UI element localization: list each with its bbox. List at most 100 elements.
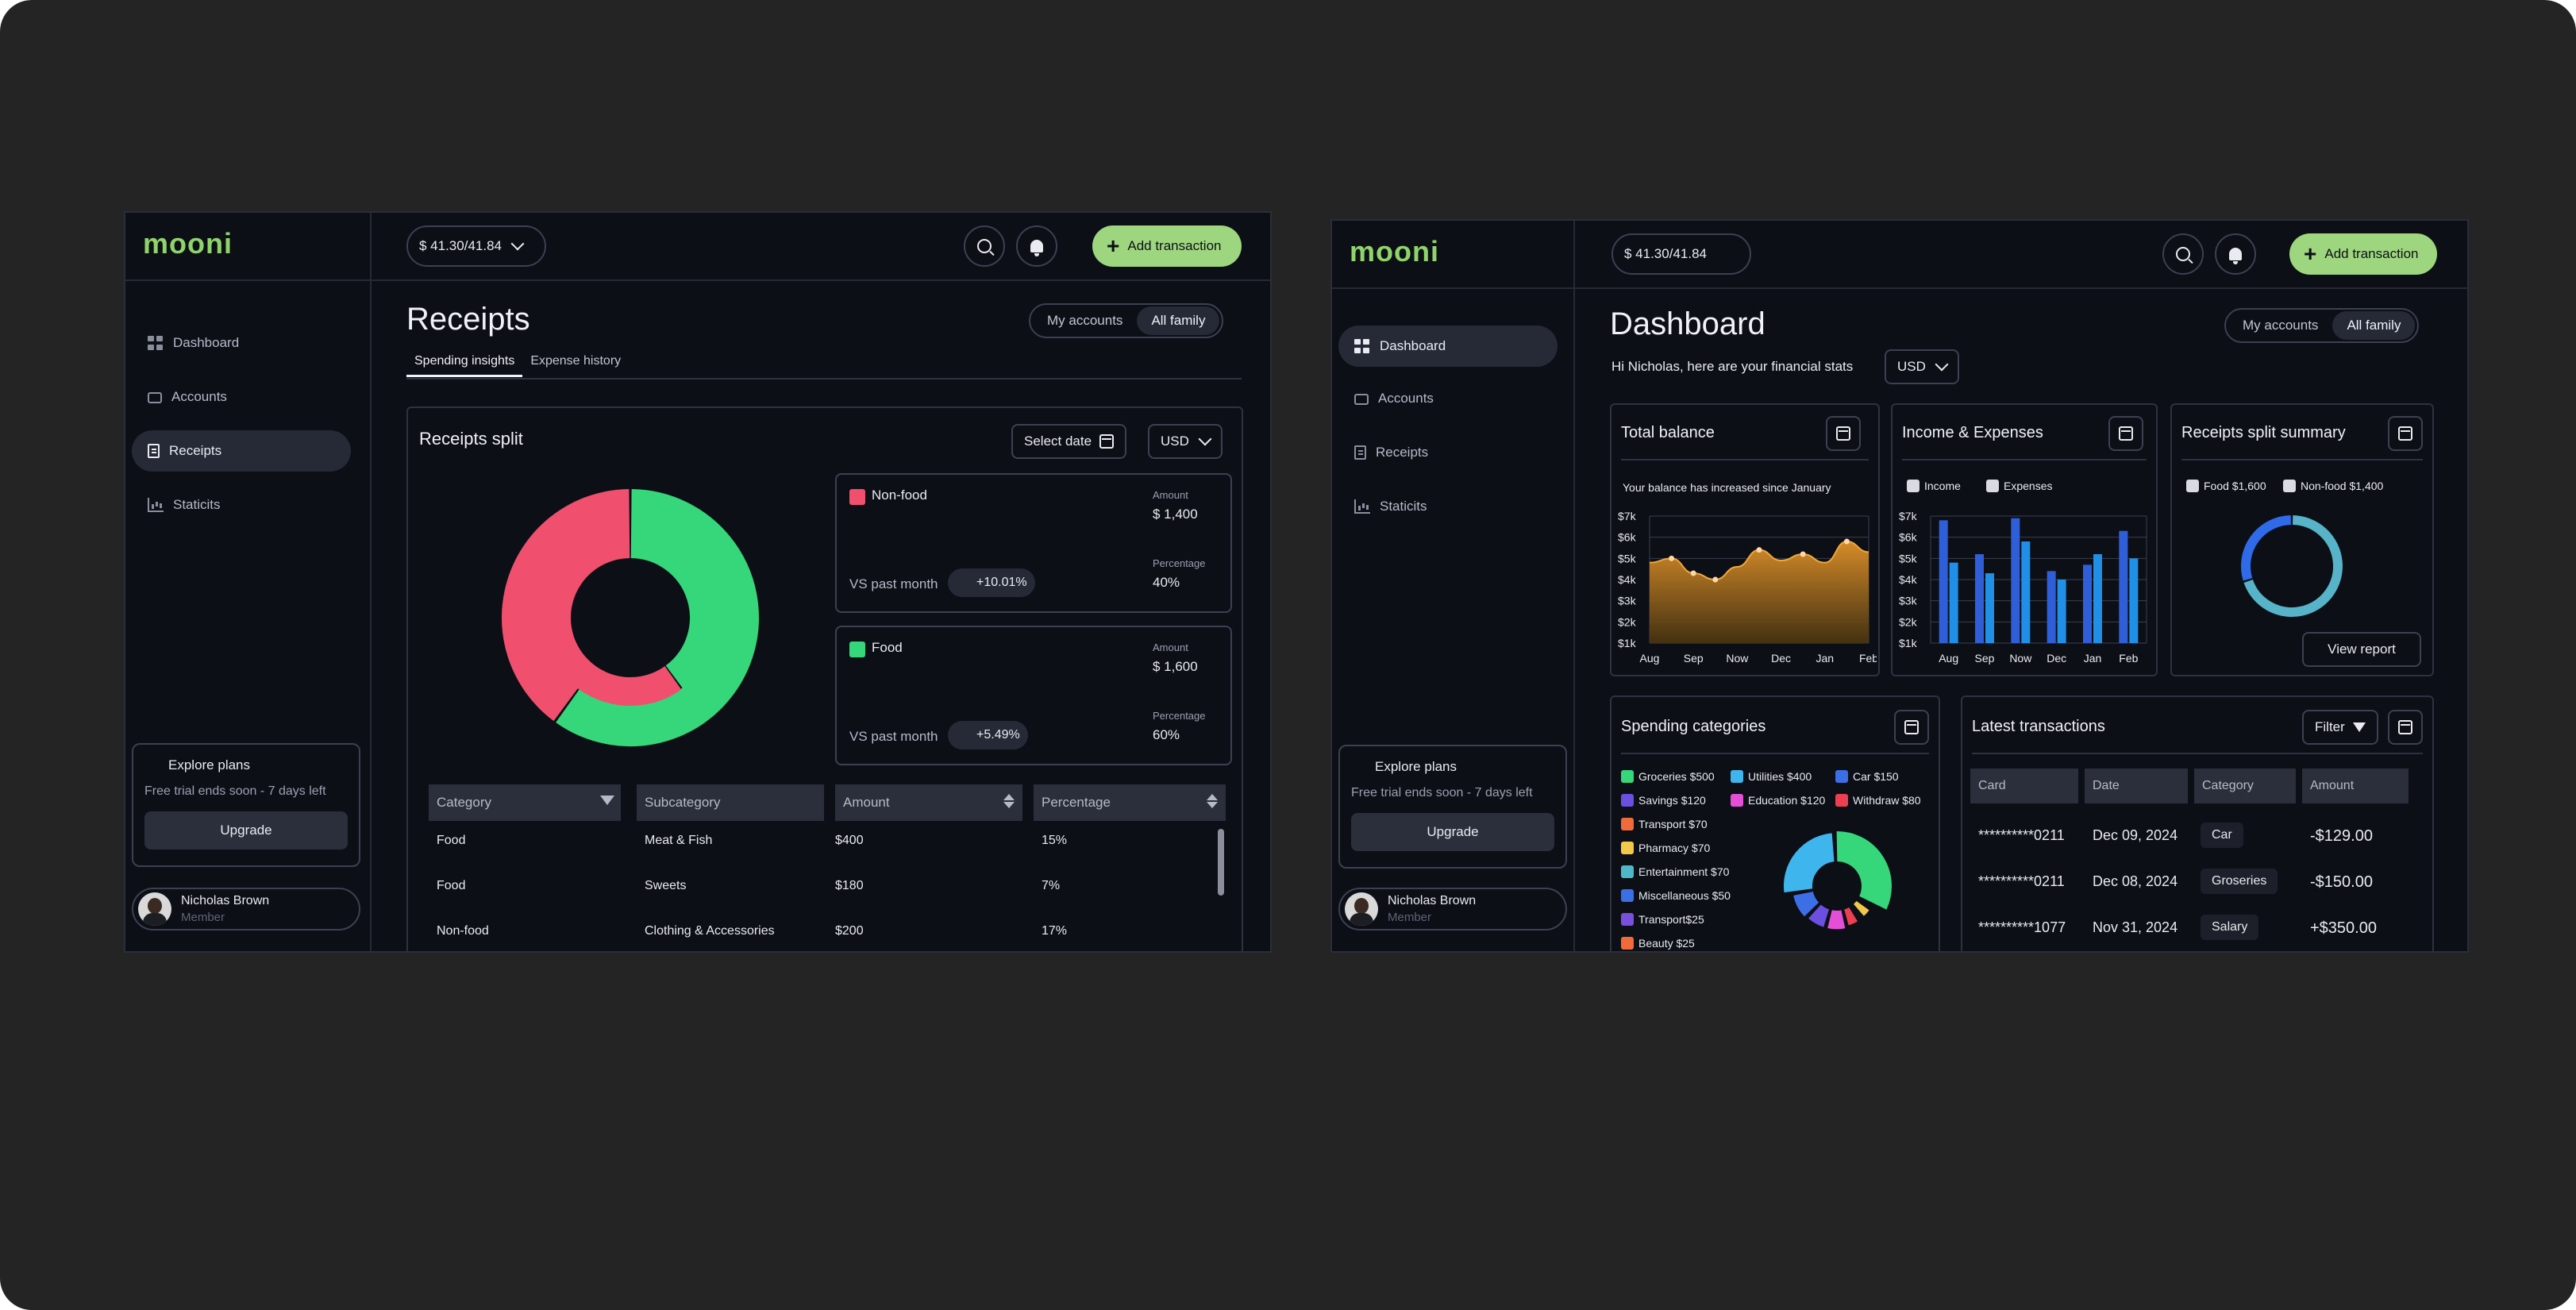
bell-icon <box>2229 248 2242 264</box>
table-row[interactable]: Food Sweets $180 7% <box>429 879 1215 911</box>
category-tag: Car <box>2201 823 2243 848</box>
sidebar-item-statistics[interactable]: Staticits <box>1338 486 1558 527</box>
table-row[interactable]: **********0211 Dec 08, 2024 Groseries -$150… <box>1970 869 2415 900</box>
bar-expenses[interactable] <box>2093 554 2102 643</box>
table-row[interactable]: Non-food Clothing & Accessories $200 17% <box>429 924 1215 951</box>
bar-income[interactable] <box>2083 564 2092 643</box>
bar-expenses[interactable] <box>1985 573 1994 643</box>
bar-income[interactable] <box>1939 520 1948 643</box>
data-point[interactable] <box>1756 547 1762 553</box>
currency-dropdown[interactable]: USD <box>1885 349 1959 384</box>
tab-spending-insights[interactable]: Spending insights <box>406 348 523 377</box>
calendar-button[interactable] <box>1826 416 1861 451</box>
sidebar-item-dashboard[interactable]: Dashboard <box>132 322 351 364</box>
tab-my-accounts[interactable]: My accounts <box>2243 318 2319 333</box>
data-point[interactable] <box>1669 555 1675 561</box>
bar-income[interactable] <box>2119 530 2128 643</box>
sort-icon[interactable] <box>1003 794 1015 808</box>
filter-button[interactable]: Filter <box>2302 710 2378 745</box>
slice-pharmacy[interactable] <box>1851 899 1871 919</box>
sidebar-item-receipts[interactable]: Receipts <box>132 430 351 472</box>
sort-icon[interactable] <box>1207 794 1218 808</box>
sidebar-item-dashboard[interactable]: Dashboard <box>1338 326 1558 367</box>
notifications-button[interactable] <box>1016 225 1057 267</box>
balance-display[interactable]: $ 41.30/41.84 <box>1611 233 1751 275</box>
data-point[interactable] <box>1690 570 1696 576</box>
column-header-amount[interactable]: Amount <box>835 784 1022 821</box>
bar-expenses[interactable] <box>1949 562 1958 643</box>
dashboard-screen: mooni Dashboard Accounts Receipts Static… <box>1330 219 2469 953</box>
slice-beauty[interactable] <box>1850 904 1861 918</box>
search-button[interactable] <box>2162 233 2204 275</box>
bar-income[interactable] <box>2011 518 2020 643</box>
plus-icon: + <box>1107 233 1120 258</box>
column-header-date[interactable]: Date <box>2085 769 2188 803</box>
bar-income[interactable] <box>2047 571 2056 643</box>
logo[interactable]: mooni <box>143 227 233 260</box>
add-transaction-button[interactable]: + Add transaction <box>2289 233 2437 275</box>
calendar-button[interactable] <box>2388 416 2423 451</box>
data-point[interactable] <box>1800 551 1806 557</box>
table-row[interactable]: Food Meat & Fish $400 15% <box>429 834 1215 865</box>
slice-withdraw[interactable] <box>1842 905 1860 927</box>
slice-groceries[interactable] <box>1835 830 1893 911</box>
user-role: Member <box>1388 911 1432 924</box>
column-header-category[interactable]: Category <box>2194 769 2296 803</box>
sidebar-item-receipts[interactable]: Receipts <box>1338 432 1558 473</box>
plan-title: Explore plans <box>1375 759 1457 774</box>
balance-dropdown[interactable]: $ 41.30/41.84 <box>406 225 546 267</box>
table-cell: Sweets <box>645 879 687 892</box>
bar-income[interactable] <box>1975 554 1984 643</box>
currency-dropdown[interactable]: USD <box>1148 424 1223 459</box>
view-report-button[interactable]: View report <box>2302 632 2421 667</box>
total-balance-chart: $1k $2k $3k $4k $5k $6k $7k Aug Sep Now Dec Jan Feb <box>1618 510 1877 665</box>
column-header-percentage[interactable]: Percentage <box>1034 784 1226 821</box>
calendar-button[interactable] <box>2388 710 2423 745</box>
plan-title: Explore plans <box>168 757 251 773</box>
sidebar-item-accounts[interactable]: Accounts <box>1338 378 1558 419</box>
tab-expense-history[interactable]: Expense history <box>530 354 622 368</box>
column-header-category[interactable]: Category <box>429 784 621 821</box>
slice-transport[interactable] <box>1856 896 1870 907</box>
vs-label: VS past month <box>849 576 938 591</box>
bar-expenses[interactable] <box>2057 580 2066 643</box>
tab-all-family[interactable]: All family <box>2332 311 2416 340</box>
data-point[interactable] <box>1712 576 1719 583</box>
upgrade-button[interactable]: Upgrade <box>1351 813 1554 851</box>
column-header-amount[interactable]: Amount <box>2302 769 2409 803</box>
legend-non-food: Non-food $1,400 <box>2283 480 2383 492</box>
sidebar-item-accounts[interactable]: Accounts <box>132 376 351 418</box>
outer-slice-food <box>556 489 759 746</box>
calendar-button[interactable] <box>1894 710 1929 745</box>
data-point[interactable] <box>1843 538 1850 545</box>
y-tick-label: $2k <box>1899 615 1918 628</box>
column-header-card[interactable]: Card <box>1970 769 2078 803</box>
search-button[interactable] <box>964 225 1005 267</box>
bar-expenses[interactable] <box>2129 558 2139 643</box>
upgrade-button[interactable]: Upgrade <box>144 811 348 850</box>
scrollbar[interactable] <box>1218 829 1224 896</box>
account-scope-toggle[interactable]: My accounts All family <box>2224 308 2420 343</box>
calendar-button[interactable] <box>2108 416 2143 451</box>
add-transaction-button[interactable]: + Add transaction <box>1092 225 1242 267</box>
logo[interactable]: mooni <box>1350 235 1439 268</box>
table-row[interactable]: **********0211 Dec 09, 2024 Car -$129.00 <box>1970 823 2415 854</box>
user-profile[interactable]: Nicholas Brown Member <box>1338 888 1567 930</box>
column-header-subcategory[interactable]: Subcategory <box>637 784 824 821</box>
slice-car[interactable] <box>1791 889 1821 919</box>
bar-expenses[interactable] <box>2021 541 2031 643</box>
tab-all-family[interactable]: All family <box>1137 306 1220 335</box>
sidebar-item-statistics[interactable]: Staticits <box>132 484 351 526</box>
slice-savings[interactable] <box>1806 903 1831 929</box>
table-row[interactable]: **********1077 Nov 31, 2024 Salary +$350.00 <box>1970 915 2415 946</box>
notifications-button[interactable] <box>2215 233 2256 275</box>
select-date-button[interactable]: Select date <box>1011 424 1127 459</box>
tab-my-accounts[interactable]: My accounts <box>1047 313 1123 328</box>
slice-education[interactable] <box>1826 908 1847 931</box>
sidebar-item-label: Accounts <box>1378 391 1434 406</box>
account-scope-toggle[interactable]: My accounts All family <box>1029 303 1224 338</box>
filter-icon[interactable] <box>600 796 614 805</box>
slice-utilities[interactable] <box>1782 831 1836 895</box>
user-profile[interactable]: Nicholas Brown Member <box>132 888 360 930</box>
vs-label: VS past month <box>849 729 938 744</box>
